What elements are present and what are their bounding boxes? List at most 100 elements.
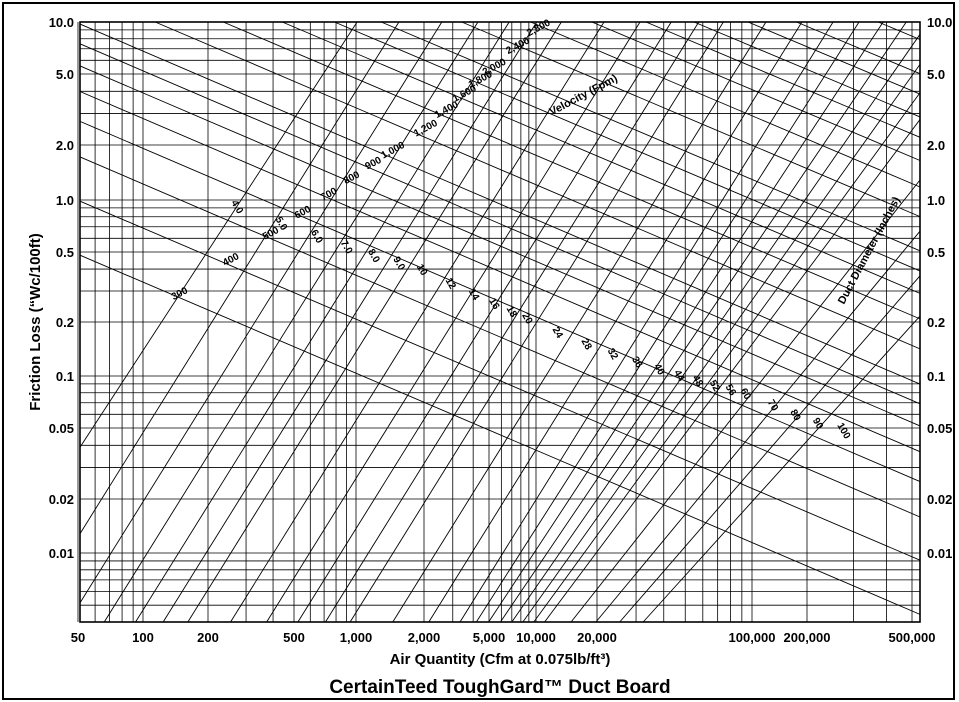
- duct-diameter-line: [533, 92, 921, 623]
- velocity-line: [530, 21, 921, 188]
- diameter-series-title: Duct Diameter (Inches): [836, 195, 903, 307]
- duct-diameter-label: 10: [414, 263, 429, 279]
- duct-diameter-line: [266, 21, 641, 623]
- duct-diameter-line: [488, 21, 884, 623]
- duct-diameter-line: [349, 21, 724, 623]
- velocity-line: [693, 21, 921, 118]
- velocity-line: [591, 21, 921, 161]
- duct-diameter-line: [325, 21, 700, 623]
- duct-diameter-label: 9.0: [390, 255, 407, 273]
- duct-diameter-label: 14: [466, 287, 481, 303]
- y-tick-label-right: 5.0: [927, 67, 945, 82]
- y-tick-label-left: 0.5: [56, 245, 74, 260]
- velocity-line: [79, 254, 921, 615]
- velocity-line: [282, 21, 921, 294]
- y-tick-label-left: 0.05: [49, 421, 74, 436]
- duct-diameter-line: [135, 21, 510, 623]
- duct-diameter-line: [459, 21, 834, 623]
- velocity-line: [334, 21, 921, 272]
- duct-diameter-line: [428, 21, 803, 623]
- x-tick-label: 50: [71, 630, 85, 645]
- duct-diameter-label: 28: [578, 337, 593, 353]
- duct-diameter-label: 44: [671, 368, 686, 384]
- velocity-label: 2,000: [481, 56, 509, 78]
- velocity-line: [79, 120, 921, 482]
- duct-diameter-line: [570, 179, 921, 623]
- y-tick-label-right: 0.01: [927, 546, 952, 561]
- duct-diameter-label: 4.0: [228, 198, 245, 216]
- velocity-line: [461, 21, 921, 218]
- velocity-line: [645, 21, 921, 138]
- duct-diameter-line: [522, 64, 921, 623]
- chart-title: CertainTeed ToughGard™ Duct Board: [329, 677, 670, 698]
- velocity-line: [79, 200, 921, 561]
- y-tick-label-right: 0.2: [927, 315, 945, 330]
- y-tick-label-left: 0.01: [49, 546, 74, 561]
- duct-diameter-line: [79, 21, 400, 534]
- velocity-line: [79, 65, 921, 427]
- velocity-line: [79, 23, 921, 385]
- duct-diameter-line: [162, 21, 538, 623]
- velocity-label: 400: [221, 251, 241, 269]
- x-tick-label: 100: [132, 630, 154, 645]
- x-tick-label: 500: [283, 630, 305, 645]
- x-tick-label: 5,000: [473, 630, 506, 645]
- velocity-label: 300: [170, 285, 190, 303]
- y-tick-label-right: 0.5: [927, 245, 945, 260]
- duct-diameter-label: 24: [550, 325, 565, 341]
- duct-diameter-label: 80: [787, 408, 802, 424]
- y-tick-label-left: 0.02: [49, 492, 74, 507]
- duct-diameter-line: [500, 21, 907, 623]
- duct-diameter-label: 40: [651, 362, 666, 378]
- duct-diameter-line: [619, 275, 921, 623]
- duct-diameter-line: [187, 21, 562, 623]
- duct-diameter-line: [642, 315, 921, 623]
- x-tick-label: 100,000: [729, 630, 776, 645]
- x-axis-label: Air Quantity (Cfm at 0.075lb/ft³): [390, 651, 611, 668]
- duct-diameter-line: [475, 21, 860, 623]
- duct-diameter-label: 56: [723, 383, 738, 399]
- duct-diameter-label: 90: [810, 416, 825, 432]
- y-tick-label-right: 0.1: [927, 369, 945, 384]
- duct-diameter-line: [79, 21, 443, 604]
- duct-diameter-label: 32: [605, 347, 620, 363]
- y-tick-label-right: 10.0: [927, 15, 952, 30]
- y-tick-label-right: 0.02: [927, 492, 952, 507]
- velocity-label: 2,800: [525, 17, 553, 39]
- velocity-line: [796, 21, 921, 75]
- x-tick-label: 500,000: [889, 630, 936, 645]
- y-tick-label-right: 1.0: [927, 193, 945, 208]
- velocity-line: [878, 21, 921, 40]
- duct-diameter-label: 7.0: [338, 238, 355, 256]
- duct-diameter-label: 70: [765, 398, 780, 414]
- tick-labels: 50 100 200 500 1,000 2,000 5,000 10,000 20,000 10…: [49, 15, 953, 645]
- x-tick-label: 200,000: [784, 630, 831, 645]
- velocity-line: [79, 91, 921, 453]
- y-tick-label-left: 0.2: [56, 315, 74, 330]
- duct-diameter-line: [79, 21, 358, 448]
- plot-area-border: [79, 21, 921, 623]
- duct-diameter-label: 36: [629, 355, 644, 371]
- duct-diameter-label: 48: [690, 374, 705, 390]
- duct-diameter-label: 52: [707, 378, 722, 394]
- grid-lines: [77, 21, 921, 623]
- y-tick-label-right: 0.05: [927, 421, 952, 436]
- duct-diameter-label: 100: [834, 421, 852, 441]
- duct-diameter-label: 60: [738, 387, 753, 403]
- duct-diameter-line: [230, 21, 605, 623]
- velocity-line: [747, 21, 921, 95]
- duct-diameter-line: [103, 21, 479, 623]
- velocity-line: [79, 43, 921, 405]
- duct-diameter-line: [392, 21, 767, 623]
- y-tick-label-left: 2.0: [56, 138, 74, 153]
- y-tick-label-left: 10.0: [49, 15, 74, 30]
- duct-diameter-line: [297, 21, 672, 623]
- y-axis-label: Friction Loss (“Wc/100ft): [27, 233, 44, 411]
- x-tick-label: 1,000: [340, 630, 373, 645]
- y-tick-label-left: 1.0: [56, 193, 74, 208]
- x-tick-label: 10,000: [516, 630, 556, 645]
- duct-diameter-label: 12: [443, 276, 458, 292]
- x-tick-label: 200: [197, 630, 219, 645]
- y-tick-label-left: 0.1: [56, 369, 74, 384]
